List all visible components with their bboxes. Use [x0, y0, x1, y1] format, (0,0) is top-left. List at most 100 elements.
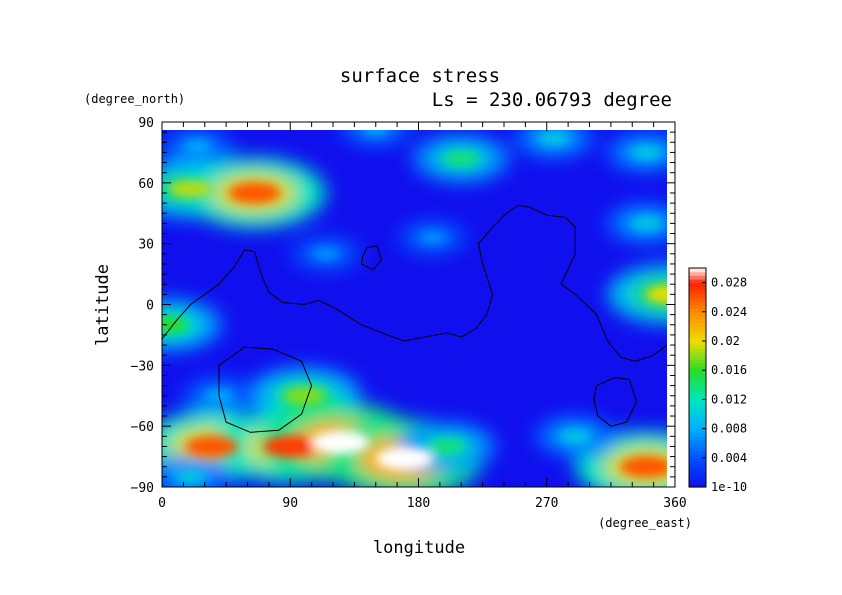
field-core [284, 387, 325, 404]
colorbar-swatch [689, 399, 706, 404]
colorbar-swatch [689, 319, 706, 324]
y-tick-label: 60 [138, 177, 154, 192]
colorbar-swatch [689, 348, 706, 353]
colorbar-swatch [689, 384, 706, 390]
field-core [169, 180, 212, 198]
colorbar-swatch [689, 377, 706, 382]
field-core [175, 470, 206, 483]
colorbar-label: 0.016 [711, 363, 747, 377]
colorbar-swatch [689, 344, 706, 349]
colorbar-swatch [689, 403, 706, 408]
colorbar-swatch [689, 370, 706, 375]
colorbar-swatch [689, 341, 706, 346]
field-core [560, 430, 591, 443]
colorbar-swatch [689, 275, 706, 280]
colorbar-swatch [689, 483, 706, 488]
colorbar-swatch [689, 428, 706, 433]
colorbar-swatch [689, 476, 706, 481]
colorbar-swatch [689, 315, 706, 320]
colorbar-swatch [689, 479, 706, 484]
y-tick-label: 90 [138, 116, 154, 131]
field-core [162, 317, 189, 333]
y-tick-label: 30 [138, 238, 154, 253]
colorbar-swatch [689, 410, 706, 415]
colorbar-swatch [689, 366, 706, 371]
colorbar-swatch [689, 293, 706, 298]
colorbar-swatch [689, 454, 706, 459]
colorbar-swatch [689, 424, 706, 430]
chart-title: surface stress [340, 65, 500, 87]
colorbar-swatch [689, 351, 706, 357]
colorbar-swatch [689, 359, 706, 364]
colorbar-swatch [689, 282, 706, 287]
colorbar-swatch [689, 472, 706, 477]
colorbar-swatch [689, 439, 706, 444]
field-blob [354, 130, 398, 139]
colorbar-swatch [689, 468, 706, 473]
y-tick-label: −90 [131, 481, 154, 496]
colorbar-swatch [689, 450, 706, 455]
colorbar-swatch [689, 337, 706, 342]
colorbar-swatch [689, 362, 706, 368]
colorbar-swatch [689, 414, 706, 419]
colorbar-swatch [689, 417, 706, 422]
y-unit-label: (degree_north) [84, 92, 185, 106]
colorbar-swatch [689, 289, 706, 295]
colorbar-swatch [689, 457, 706, 463]
colorbar-swatch [689, 326, 706, 331]
colorbar-swatch [689, 395, 706, 400]
colorbar-swatch [689, 311, 706, 317]
x-unit-label: (degree_east) [598, 516, 692, 530]
colorbar-label: 1e-10 [711, 480, 747, 494]
field-core [443, 151, 479, 166]
y-axis-label: latitude [93, 264, 113, 346]
colorbar-swatch [689, 465, 706, 470]
field-core [263, 435, 317, 458]
y-tick-label: 0 [146, 299, 154, 314]
colorbar-swatch [689, 443, 706, 448]
colorbar-swatch [689, 446, 706, 452]
colorbar-swatch [689, 435, 706, 441]
contour-lines [162, 204, 667, 433]
contour-coastline [162, 204, 667, 362]
field-core [363, 130, 389, 134]
colorbar-swatch [689, 300, 706, 306]
colorbar-swatch [689, 388, 706, 393]
field-core [313, 248, 339, 259]
y-axis: 90 60 30 0 −30 −60 −90 [131, 116, 675, 496]
field-core [620, 456, 667, 478]
x-tick-label: 270 [535, 496, 558, 511]
colorbar-swatch [689, 333, 706, 338]
colorbar-label: 0.008 [711, 422, 747, 436]
colorbar-swatch [689, 304, 706, 309]
colorbar-swatch [689, 373, 706, 379]
x-axis-label: longitude [373, 538, 465, 558]
contour-basin-right [593, 376, 638, 427]
colorbar-label: 0.012 [711, 392, 747, 406]
field-core [184, 140, 212, 152]
colorbar-swatch [689, 297, 706, 302]
field-core [375, 447, 434, 471]
colorbar-swatch [689, 278, 706, 284]
x-axis: 0 90 180 270 360 [158, 122, 687, 511]
colorbar-swatch [689, 330, 706, 335]
field-core [311, 430, 369, 454]
field-halo [338, 130, 413, 147]
field-core [631, 217, 662, 230]
field-core [429, 439, 465, 454]
colorbar-swatch [689, 381, 706, 386]
colorbar-label: 0.02 [711, 334, 740, 348]
field-core [185, 436, 238, 457]
colorbar-swatch [689, 268, 706, 273]
colorbar-swatch [689, 286, 706, 291]
y-tick-label: −60 [131, 420, 154, 435]
colorbar-label: 0.028 [711, 276, 747, 290]
colorbar-swatch [689, 421, 706, 426]
colorbar-swatch [689, 308, 706, 313]
x-tick-label: 90 [282, 496, 298, 511]
colorbar-swatch [689, 432, 706, 437]
x-tick-label: 360 [663, 496, 686, 511]
colorbar-label: 0.004 [711, 451, 747, 465]
colorbar-label: 0.024 [711, 305, 747, 319]
